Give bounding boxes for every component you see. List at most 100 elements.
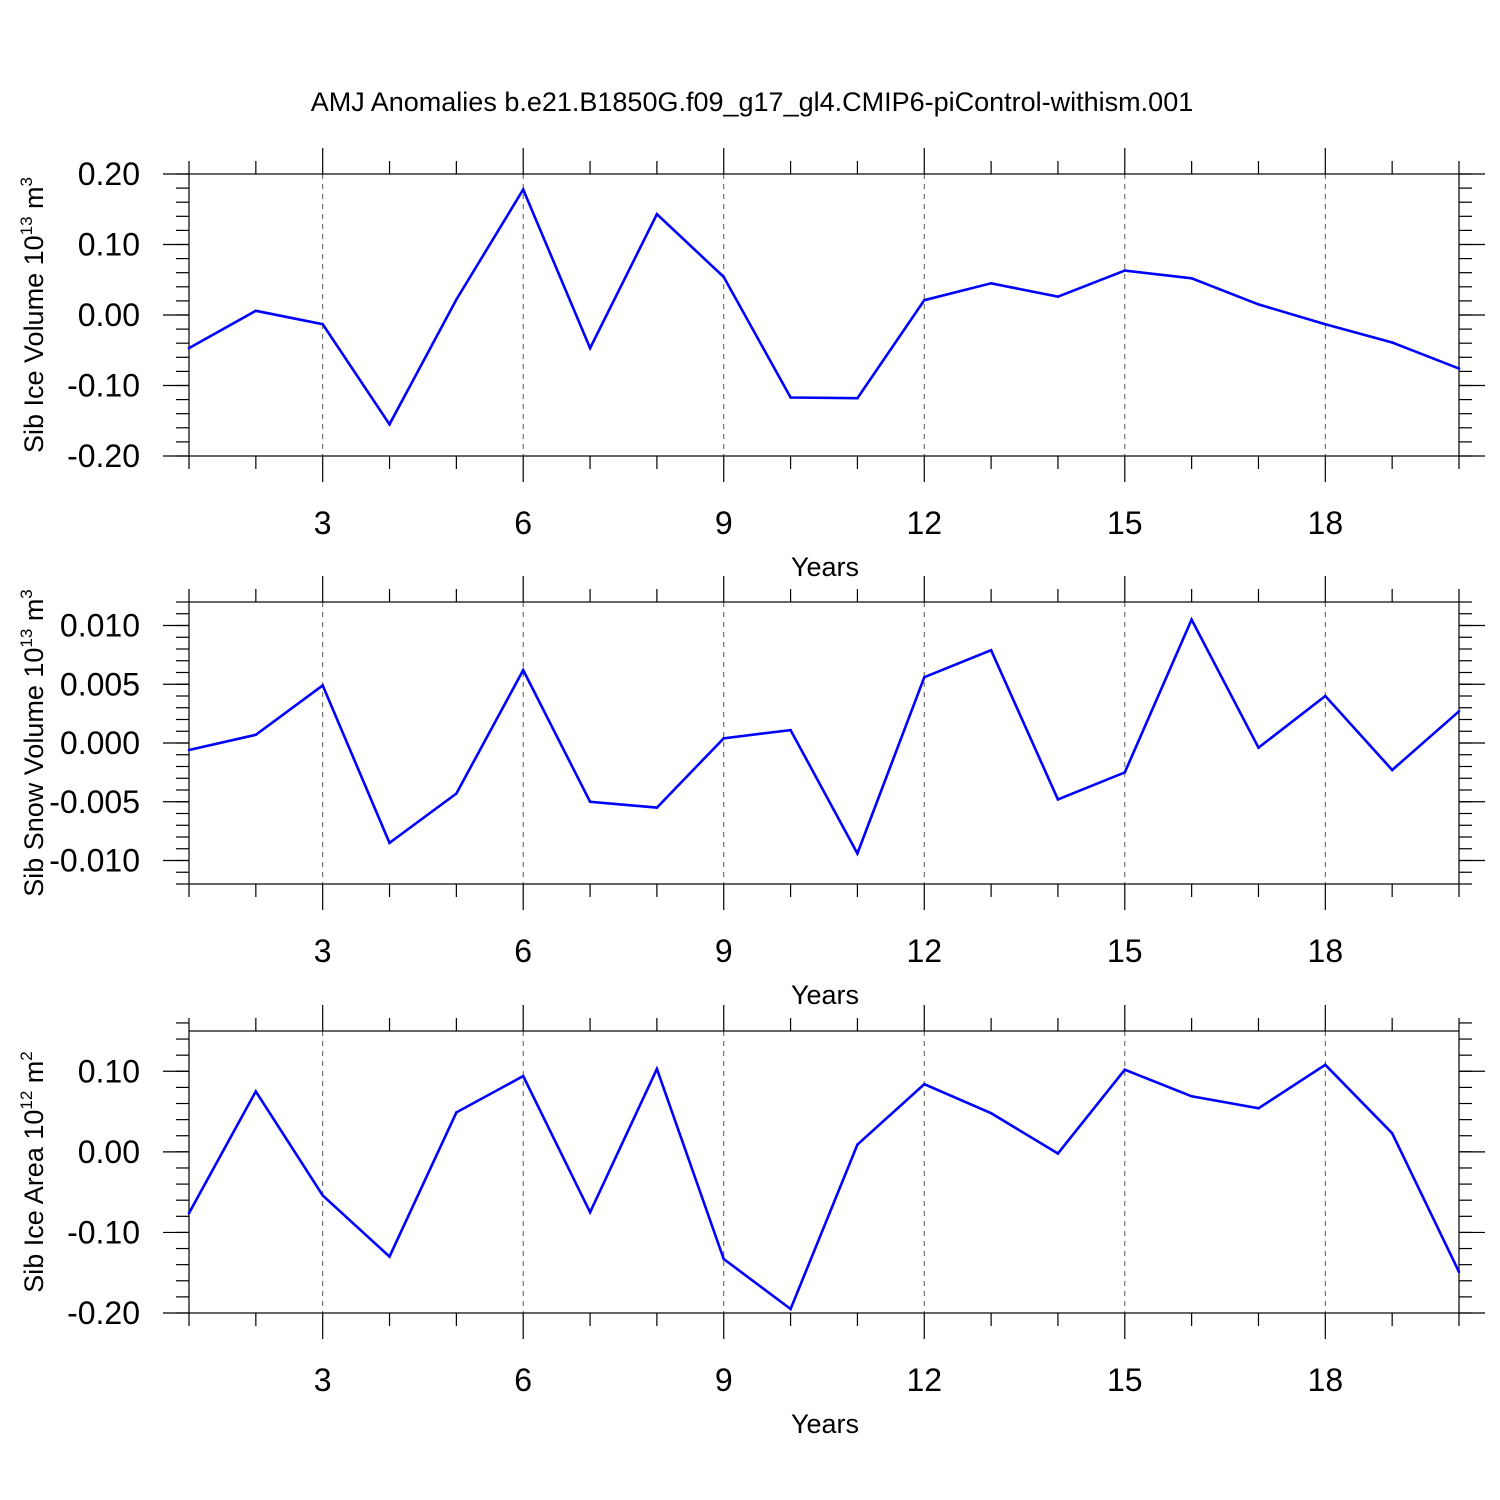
x-tick-label: 3 — [314, 505, 332, 541]
data-point — [989, 648, 993, 652]
x-tick-label: 3 — [314, 933, 332, 969]
series-line — [188, 186, 1460, 427]
series-line — [187, 1063, 1461, 1312]
data-point — [321, 322, 324, 326]
data-point — [1390, 341, 1394, 344]
y-tick-label: 0.000 — [60, 725, 140, 761]
data-point — [856, 852, 859, 855]
data-point — [1190, 277, 1193, 280]
y-tick-label: -0.20 — [67, 438, 140, 474]
panel-3: 3 6 9 12 15 18 Years -0.20 -0.10 0.00 0.10 Sib Ice … — [17, 1005, 1485, 1439]
x-tick-label: 12 — [906, 1362, 942, 1398]
x-tick-label: 6 — [514, 1362, 532, 1398]
data-point — [655, 1067, 659, 1071]
data-point — [789, 396, 792, 399]
data-point — [989, 1111, 993, 1115]
y-tick-label: -0.20 — [67, 1295, 140, 1331]
data-point — [1390, 1132, 1394, 1135]
data-point — [254, 309, 258, 313]
data-point — [1257, 746, 1260, 749]
data-point — [1056, 798, 1060, 801]
y-tick-label: 0.005 — [60, 666, 140, 702]
plot-frame — [188, 1030, 1460, 1314]
data-point — [1457, 367, 1461, 370]
data-point — [321, 684, 324, 687]
x-tick-label: 18 — [1308, 933, 1344, 969]
data-point — [455, 298, 458, 301]
data-point — [321, 1194, 324, 1197]
y-tick-label: 0.00 — [78, 297, 140, 333]
data-point — [789, 728, 792, 732]
data-point — [1324, 694, 1327, 698]
y-tick-label: 0.20 — [78, 156, 140, 192]
data-point — [388, 422, 391, 426]
panel-1: 3 6 9 12 15 18 Years -0.20 -0.10 0.00 0.10 0.20 Sib … — [17, 148, 1485, 582]
data-point — [1324, 322, 1327, 326]
data-point — [1257, 303, 1260, 306]
data-point — [1056, 1152, 1060, 1155]
data-point — [722, 275, 726, 279]
data-point — [521, 188, 525, 191]
data-point — [856, 1143, 859, 1146]
x-tick-label: 6 — [514, 505, 532, 541]
data-point — [922, 298, 926, 302]
data-point — [187, 748, 191, 752]
y-axis-title: Sib Ice Volume 1013 m3 — [17, 177, 49, 453]
data-point — [588, 800, 592, 804]
data-point — [856, 396, 859, 400]
data-point — [588, 346, 592, 350]
y-tick-label: 0.010 — [60, 608, 140, 644]
data-point — [187, 346, 191, 350]
x-tick-label: 9 — [715, 933, 733, 969]
series-line — [188, 616, 1460, 857]
x-tick-label: 3 — [314, 1362, 332, 1398]
data-point — [922, 675, 926, 679]
x-tick-label: 9 — [715, 1362, 733, 1398]
x-axis-title: Years — [791, 552, 859, 582]
data-point — [254, 733, 258, 737]
x-axis-title: Years — [791, 980, 859, 1010]
data-point — [455, 1111, 458, 1114]
data-point — [388, 1255, 391, 1258]
data-point — [1123, 269, 1127, 272]
panels-container: 3 6 9 12 15 18 Years -0.20 -0.10 0.00 0.10 0.20 Sib … — [17, 148, 1485, 1439]
x-tick-label: 18 — [1308, 1362, 1344, 1398]
x-tick-label: 9 — [715, 505, 733, 541]
data-point — [722, 737, 726, 740]
data-point — [1123, 771, 1127, 774]
y-axis-title: Sib Snow Volume 1013 m3 — [17, 589, 49, 897]
data-point — [455, 792, 458, 795]
data-point — [254, 1090, 258, 1093]
x-tick-label: 18 — [1308, 505, 1344, 541]
chart-title: AMJ Anomalies b.e21.B1850G.f09_g17_gl4.C… — [311, 87, 1193, 117]
data-point — [1457, 709, 1461, 713]
y-tick-label: 0.00 — [78, 1134, 140, 1170]
data-point — [1190, 618, 1193, 621]
x-tick-label: 15 — [1107, 1362, 1143, 1398]
y-tick-label: 0.10 — [78, 1053, 140, 1089]
data-point — [521, 1074, 525, 1078]
x-tick-label: 6 — [514, 933, 532, 969]
data-point — [922, 1082, 926, 1086]
data-point — [588, 1210, 592, 1214]
data-point — [722, 1257, 726, 1261]
x-tick-label: 12 — [906, 505, 942, 541]
data-point — [1257, 1107, 1260, 1110]
panel-2: 3 6 9 12 15 18 Years -0.010 -0.005 0.000 0.005 0.01… — [17, 576, 1485, 1010]
data-point — [1457, 1270, 1461, 1274]
data-point — [789, 1307, 792, 1311]
y-axis-title: Sib Ice Area 1012 m2 — [17, 1051, 49, 1293]
data-point — [388, 841, 391, 845]
y-tick-label: 0.10 — [78, 227, 140, 263]
x-tick-label: 15 — [1107, 505, 1143, 541]
data-point — [1123, 1068, 1127, 1071]
y-tick-label: -0.10 — [67, 1214, 140, 1250]
data-point — [1190, 1094, 1193, 1098]
y-tick-label: -0.10 — [67, 368, 140, 404]
data-point — [1390, 768, 1394, 772]
data-point — [187, 1211, 191, 1215]
data-point — [1056, 295, 1060, 298]
data-point — [521, 668, 525, 672]
